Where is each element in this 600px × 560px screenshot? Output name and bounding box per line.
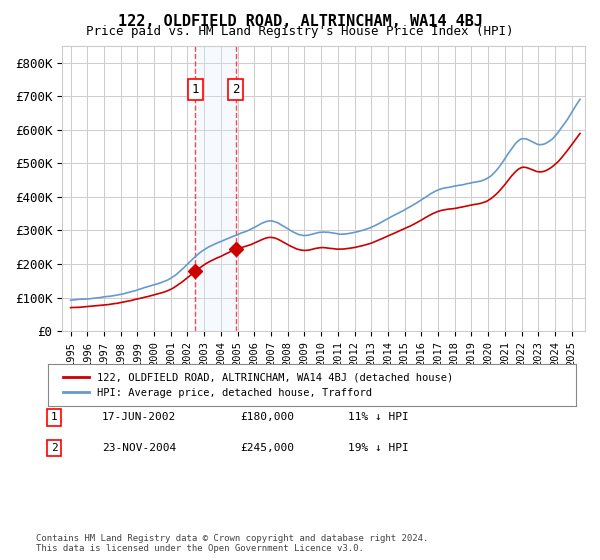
Legend: 122, OLDFIELD ROAD, ALTRINCHAM, WA14 4BJ (detached house), HPI: Average price, d: 122, OLDFIELD ROAD, ALTRINCHAM, WA14 4BJ… [58, 368, 457, 402]
Text: 2: 2 [50, 443, 58, 453]
Text: Contains HM Land Registry data © Crown copyright and database right 2024.
This d: Contains HM Land Registry data © Crown c… [36, 534, 428, 553]
Text: £245,000: £245,000 [240, 443, 294, 453]
Text: 23-NOV-2004: 23-NOV-2004 [102, 443, 176, 453]
Text: 1: 1 [50, 412, 58, 422]
Text: 1: 1 [191, 83, 199, 96]
Text: 2: 2 [232, 83, 239, 96]
Text: 11% ↓ HPI: 11% ↓ HPI [348, 412, 409, 422]
Text: 19% ↓ HPI: 19% ↓ HPI [348, 443, 409, 453]
Bar [195, 46, 236, 331]
Text: 122, OLDFIELD ROAD, ALTRINCHAM, WA14 4BJ: 122, OLDFIELD ROAD, ALTRINCHAM, WA14 4BJ [118, 14, 482, 29]
Text: £180,000: £180,000 [240, 412, 294, 422]
Text: 17-JUN-2002: 17-JUN-2002 [102, 412, 176, 422]
Text: Price paid vs. HM Land Registry's House Price Index (HPI): Price paid vs. HM Land Registry's House … [86, 25, 514, 38]
